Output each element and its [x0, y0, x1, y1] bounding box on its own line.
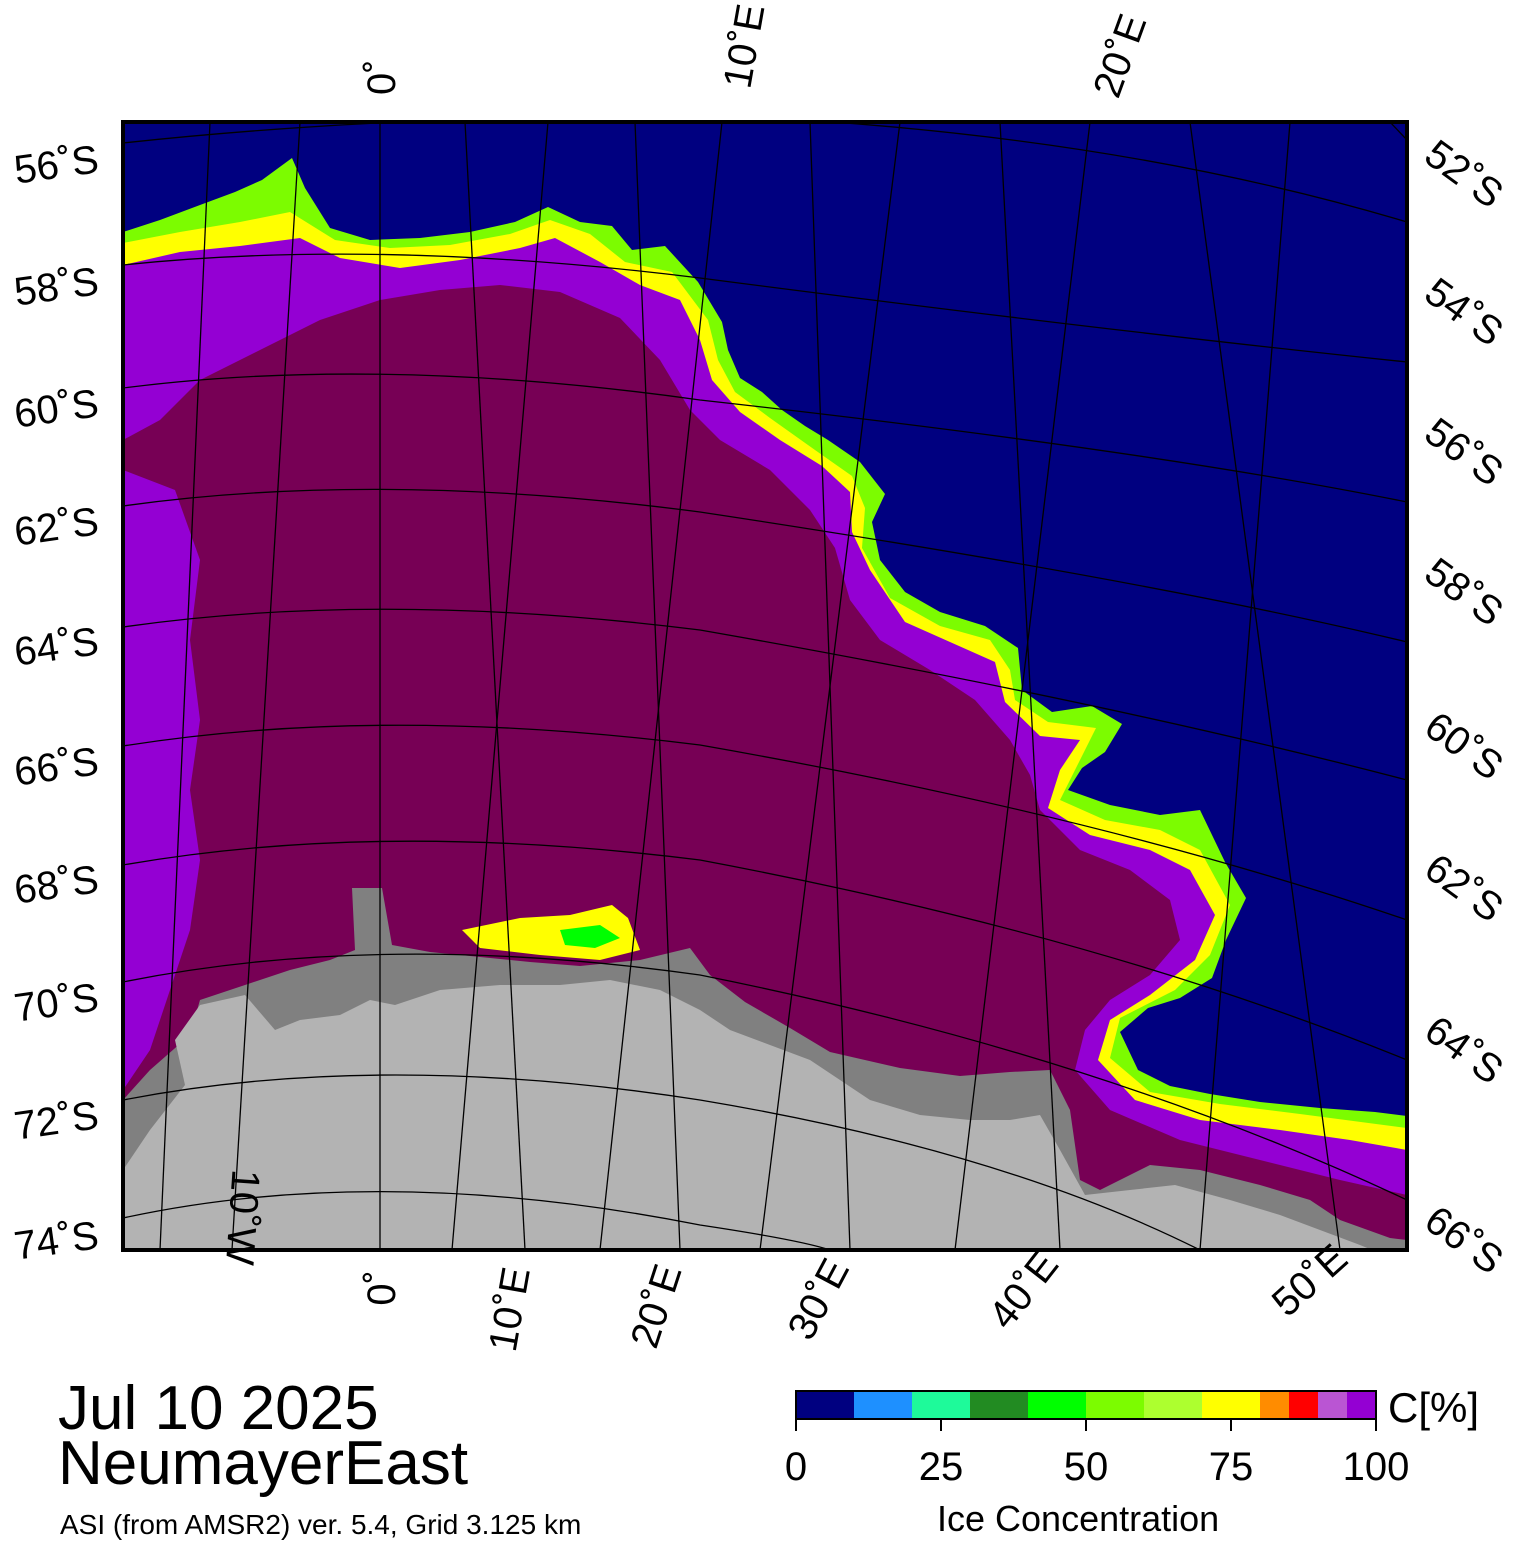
colorbar-bin	[1260, 1391, 1289, 1419]
map-frame	[121, 120, 1409, 1252]
colorbar-bin	[1318, 1391, 1347, 1419]
lon-label: 20˚E	[1085, 9, 1155, 103]
lon-label: 20˚E	[623, 1259, 691, 1353]
colorbar-bin	[912, 1391, 970, 1419]
lat-line-56s	[123, 122, 1407, 223]
lat-line-74s	[123, 1191, 831, 1250]
colorbar-bin	[1086, 1391, 1144, 1419]
meridian	[1199, 122, 1291, 1250]
colorbar-tick-label: 25	[919, 1445, 964, 1489]
longitude-lines	[159, 122, 1407, 1250]
lat-label: 60˚S	[11, 381, 101, 436]
meridian	[999, 122, 1061, 1250]
coastal-polynya-core	[560, 925, 620, 948]
colorbar: 0 25 50 75 100	[785, 1390, 1410, 1489]
lon-label: 0˚	[360, 59, 404, 95]
meridian	[599, 122, 723, 1250]
meridian	[954, 122, 1091, 1250]
colorbar-bin	[1028, 1391, 1086, 1419]
lon-label: 40˚E	[980, 1243, 1067, 1337]
lat-label: 70˚S	[11, 975, 101, 1030]
lat-line-70s	[123, 953, 1407, 1201]
left-latitude-labels: 56˚S 58˚S 60˚S 62˚S 64˚S 66˚S 68˚S 70˚S …	[11, 137, 101, 1268]
latitude-lines	[123, 122, 1407, 1250]
lat-label: 60˚S	[1417, 704, 1511, 789]
lat-label: 66˚S	[1417, 1198, 1511, 1283]
lat-label: 62˚S	[11, 499, 101, 554]
colorbar-bins	[796, 1391, 1376, 1419]
colorbar-unit: C[%]	[1388, 1384, 1480, 1431]
lat-label: 74˚S	[11, 1213, 101, 1268]
map-content	[123, 122, 1407, 1250]
colorbar-bin	[970, 1391, 1028, 1419]
meridian	[464, 122, 526, 1250]
meridian	[231, 122, 301, 1250]
lon-label: 30˚E	[779, 1252, 858, 1347]
colorbar-bin	[1289, 1391, 1318, 1419]
colorbar-bin	[854, 1391, 912, 1419]
date-title: Jul 10 2025	[58, 1374, 379, 1443]
antarctic-land	[123, 980, 1372, 1250]
lat-label: 72˚S	[11, 1093, 101, 1148]
lon-label: 10˚E	[716, 1, 774, 92]
colorbar-bin	[1347, 1391, 1376, 1419]
lat-label: 52˚S	[1417, 132, 1511, 217]
colorbar-label: Ice Concentration	[937, 1498, 1220, 1539]
lat-label: 58˚S	[1417, 550, 1511, 635]
top-longitude-labels: 0˚ 10˚E 20˚E	[360, 1, 1155, 103]
meridian	[1389, 122, 1407, 141]
meridian	[159, 122, 211, 1250]
colorbar-bin	[1144, 1391, 1202, 1419]
colorbar-bin	[796, 1391, 854, 1419]
lat-line-58s	[123, 253, 1407, 363]
colorbar-tick-label: 75	[1209, 1445, 1254, 1489]
region-title: NeumayerEast	[58, 1429, 469, 1498]
colorbar-bin	[1202, 1391, 1260, 1419]
lat-label: 56˚S	[1417, 410, 1511, 495]
lon-label: 0˚	[360, 1270, 404, 1306]
lat-label: 54˚S	[1417, 270, 1511, 355]
lat-label: 68˚S	[11, 857, 101, 912]
lon-label: 10˚W	[217, 1168, 268, 1267]
colorbar-tick-labels: 0 25 50 75 100	[785, 1445, 1410, 1489]
lat-label: 56˚S	[11, 137, 101, 192]
lat-line-62s	[123, 488, 1407, 643]
meridian	[634, 122, 681, 1250]
lat-line-64s	[123, 608, 1407, 781]
lat-line-66s	[123, 724, 1407, 921]
colorbar-tick-label: 100	[1343, 1445, 1410, 1489]
colorbar-tick-label: 0	[785, 1445, 807, 1489]
lat-line-68s	[123, 840, 1407, 1061]
right-latitude-labels: 52˚S 54˚S 56˚S 58˚S 60˚S 62˚S 64˚S 66˚S	[1417, 132, 1511, 1283]
colorbar-ticks	[795, 1419, 1377, 1431]
lat-label: 66˚S	[11, 739, 101, 794]
lat-line-60s	[123, 373, 1407, 503]
colorbar-tick-label: 50	[1064, 1445, 1109, 1489]
lon-label: 10˚E	[481, 1264, 539, 1355]
lat-label: 58˚S	[11, 259, 101, 314]
lat-label: 62˚S	[1417, 846, 1511, 931]
meridian	[809, 122, 851, 1250]
meridian	[1189, 122, 1341, 1250]
lat-label: 64˚S	[1417, 1008, 1511, 1093]
lat-label: 64˚S	[11, 619, 101, 674]
lat-line-72s	[123, 1074, 1201, 1250]
meridian	[451, 122, 549, 1250]
source-note: ASI (from AMSR2) ver. 5.4, Grid 3.125 km	[60, 1509, 582, 1540]
